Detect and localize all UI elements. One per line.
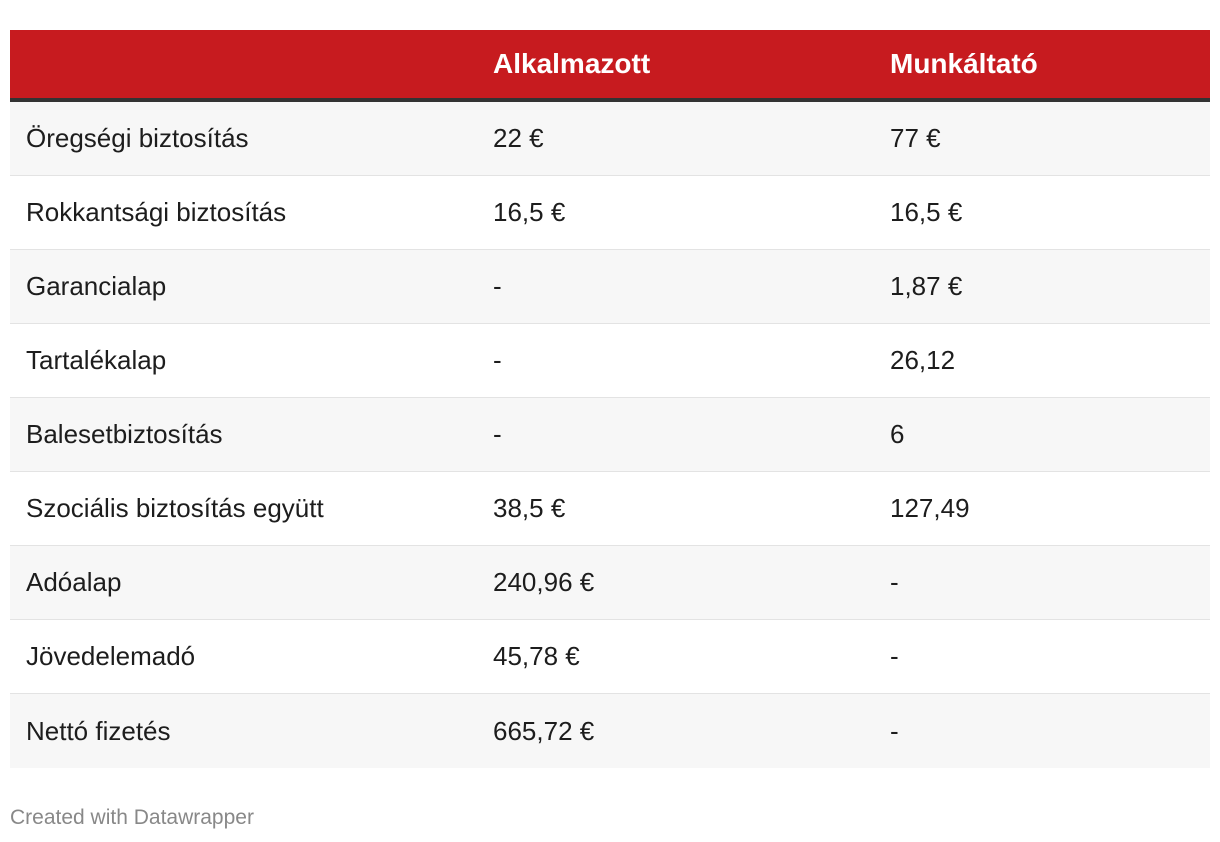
- row-label-cell: Tartalékalap: [26, 345, 167, 375]
- alkalmazott-value-cell: 38,5 €: [493, 493, 566, 523]
- alkalmazott-value-cell: -: [493, 345, 502, 375]
- alkalmazott-value-cell: 240,96 €: [493, 567, 595, 597]
- table-row: Adóalap 240,96 € -: [10, 546, 1210, 620]
- table-row: Tartalékalap - 26,12: [10, 324, 1210, 398]
- row-label-cell: Nettó fizetés: [26, 715, 171, 746]
- row-label-cell: Rokkantsági biztosítás: [26, 197, 287, 227]
- munkaltato-value-cell: -: [890, 641, 899, 671]
- table-row: Nettó fizetés 665,72 € -: [10, 694, 1210, 768]
- datawrapper-credit[interactable]: Created with Datawrapper: [10, 806, 254, 829]
- table-body: Öregségi biztosítás 22 € 77 € Rokkantsági b…: [10, 102, 1210, 768]
- munkaltato-value-cell: -: [890, 715, 899, 746]
- row-label-cell: Balesetbiztosítás: [26, 419, 223, 449]
- header-cell-munkaltato: Munkáltató: [890, 48, 1038, 79]
- alkalmazott-value-cell: -: [493, 271, 502, 301]
- munkaltato-value-cell: 6: [890, 419, 905, 449]
- munkaltato-value-cell: 77 €: [890, 123, 941, 153]
- munkaltato-value-cell: -: [890, 567, 899, 597]
- header-cell-alkalmazott: Alkalmazott: [493, 48, 651, 79]
- data-table: Alkalmazott Munkáltató Öregségi biztosít…: [10, 30, 1210, 768]
- row-label-cell: Adóalap: [26, 567, 122, 597]
- table-row: Garancialap - 1,87 €: [10, 250, 1210, 324]
- alkalmazott-value-cell: 22 €: [493, 123, 544, 153]
- row-label-cell: Öregségi biztosítás: [26, 123, 249, 153]
- table-row: Öregségi biztosítás 22 € 77 €: [10, 102, 1210, 176]
- row-label-cell: Jövedelemadó: [26, 641, 196, 671]
- table-row: Jövedelemadó 45,78 € -: [10, 620, 1210, 694]
- table-row: Szociális biztosítás együtt 38,5 € 127,49: [10, 472, 1210, 546]
- row-label-cell: Szociális biztosítás együtt: [26, 493, 324, 523]
- alkalmazott-value-cell: -: [493, 419, 502, 449]
- munkaltato-value-cell: 127,49: [890, 493, 970, 523]
- munkaltato-value-cell: 26,12: [890, 345, 956, 375]
- alkalmazott-value-cell: 45,78 €: [493, 641, 580, 671]
- row-label-cell: Garancialap: [26, 271, 167, 301]
- munkaltato-value-cell: 1,87 €: [890, 271, 963, 301]
- table-row: Balesetbiztosítás - 6: [10, 398, 1210, 472]
- table-header: Alkalmazott Munkáltató: [10, 30, 1210, 102]
- munkaltato-value-cell: 16,5 €: [890, 197, 963, 227]
- table-row: Rokkantsági biztosítás 16,5 € 16,5 €: [10, 176, 1210, 250]
- alkalmazott-value-cell: 665,72 €: [493, 715, 595, 746]
- alkalmazott-value-cell: 16,5 €: [493, 197, 566, 227]
